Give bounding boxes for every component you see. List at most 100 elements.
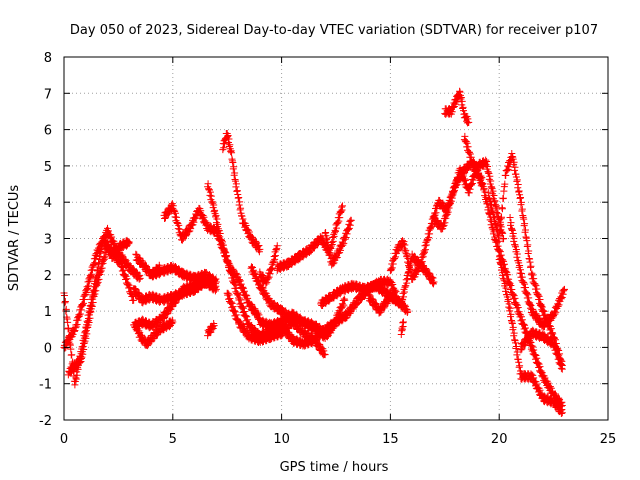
data-point [339, 303, 347, 311]
data-point [551, 397, 559, 405]
data-point [126, 283, 134, 291]
data-point [235, 193, 243, 201]
data-point [82, 334, 90, 342]
data-point [521, 280, 529, 288]
x-axis-label: GPS time / hours [280, 460, 389, 475]
data-point [477, 172, 485, 180]
data-point [232, 269, 240, 277]
data-point [240, 304, 248, 312]
data-point [228, 149, 236, 157]
data-point [114, 245, 122, 253]
data-point [504, 271, 512, 279]
data-point [68, 351, 76, 359]
data-point [552, 308, 560, 316]
data-point [323, 333, 331, 341]
data-point [510, 158, 518, 166]
data-point [506, 304, 514, 312]
y-tick-label: -2 [39, 414, 52, 429]
data-point [89, 299, 97, 307]
data-point [67, 345, 75, 353]
data-point [229, 265, 237, 273]
data-point [509, 229, 517, 237]
data-point [510, 329, 518, 337]
data-point [339, 202, 347, 210]
data-point [254, 309, 262, 317]
data-point [429, 274, 437, 282]
data-point [422, 265, 430, 273]
data-point [223, 252, 231, 260]
data-point [91, 290, 99, 298]
data-point [67, 369, 75, 377]
series-arc-3 [64, 239, 138, 379]
series-arc-15 [256, 242, 281, 288]
data-point [284, 325, 292, 333]
data-point [212, 285, 220, 293]
data-point [332, 227, 340, 235]
data-point [255, 242, 263, 250]
data-point [483, 157, 491, 165]
data-point [231, 281, 239, 289]
data-point [558, 365, 566, 373]
data-point [525, 294, 533, 302]
data-point [357, 295, 365, 303]
data-point [506, 213, 514, 221]
data-point [94, 278, 102, 286]
data-point [496, 248, 504, 256]
data-point [551, 390, 559, 398]
data-point [93, 252, 101, 260]
data-point [72, 375, 80, 383]
series-arc-20 [317, 279, 412, 316]
data-point [490, 210, 498, 218]
data-point [513, 250, 521, 258]
data-point [113, 244, 121, 252]
data-point [510, 234, 518, 242]
data-point [532, 282, 540, 290]
data-point [498, 213, 506, 221]
data-point [121, 255, 129, 263]
data-point [273, 242, 281, 250]
data-point [126, 262, 134, 270]
data-point [125, 238, 133, 246]
data-point [560, 285, 568, 293]
data-point [329, 237, 337, 245]
data-point [199, 211, 207, 219]
series-arc-11 [219, 129, 264, 256]
data-point [339, 241, 347, 249]
data-point [421, 246, 429, 254]
data-point [346, 309, 354, 317]
data-point [432, 209, 440, 217]
data-point [265, 273, 273, 281]
data-point [101, 253, 109, 261]
data-point [441, 219, 449, 227]
tick-labels: 0 5 10 15 20 25 -2 -1 0 1 2 3 4 5 6 7 8 [39, 51, 616, 447]
data-point [458, 97, 466, 105]
y-tick-label: 0 [44, 341, 52, 356]
data-point [86, 314, 94, 322]
data-point [73, 321, 81, 329]
data-point [215, 227, 223, 235]
data-point [457, 93, 465, 101]
data-point [399, 296, 407, 304]
data-point [354, 299, 362, 307]
data-point [244, 226, 252, 234]
data-point [558, 409, 566, 417]
data-point [546, 383, 554, 391]
data-point [272, 252, 280, 260]
data-point [210, 322, 218, 330]
data-point [256, 245, 264, 253]
data-point [83, 330, 91, 338]
data-point [324, 238, 332, 246]
data-point [410, 252, 418, 260]
data-point [546, 335, 554, 343]
data-point [417, 261, 425, 269]
data-point [486, 172, 494, 180]
data-point [341, 235, 349, 243]
data-point [207, 192, 215, 200]
data-point [278, 331, 286, 339]
data-point [504, 296, 512, 304]
data-point [216, 230, 224, 238]
data-point [536, 295, 544, 303]
data-point [521, 220, 529, 228]
data-point [236, 277, 244, 285]
data-point [328, 240, 336, 248]
